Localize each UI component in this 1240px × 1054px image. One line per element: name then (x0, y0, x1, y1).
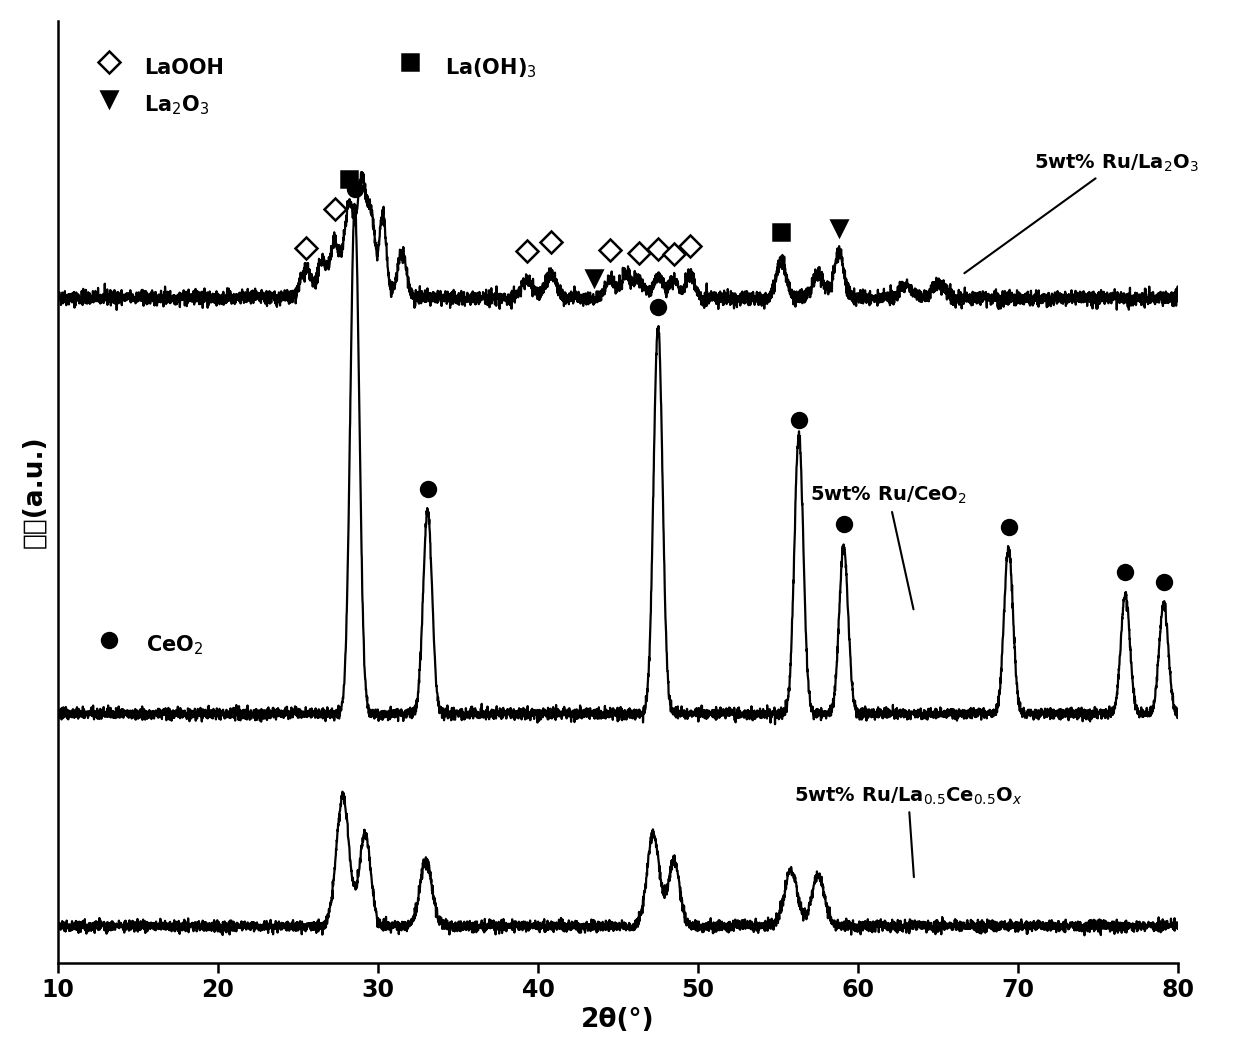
Y-axis label: 强度(a.u.): 强度(a.u.) (21, 435, 47, 548)
Text: LaOOH: LaOOH (144, 58, 224, 78)
Text: 5wt% Ru/La$_2$O$_3$: 5wt% Ru/La$_2$O$_3$ (965, 153, 1199, 273)
Text: La(OH)$_3$: La(OH)$_3$ (445, 57, 537, 80)
Text: 5wt% Ru/CeO$_2$: 5wt% Ru/CeO$_2$ (810, 485, 967, 609)
Text: CeO$_2$: CeO$_2$ (146, 633, 203, 658)
X-axis label: 2θ(°): 2θ(°) (582, 1008, 655, 1033)
Text: 5wt% Ru/La$_{0.5}$Ce$_{0.5}$O$_x$: 5wt% Ru/La$_{0.5}$Ce$_{0.5}$O$_x$ (794, 785, 1022, 877)
Text: La$_2$O$_3$: La$_2$O$_3$ (144, 94, 210, 117)
